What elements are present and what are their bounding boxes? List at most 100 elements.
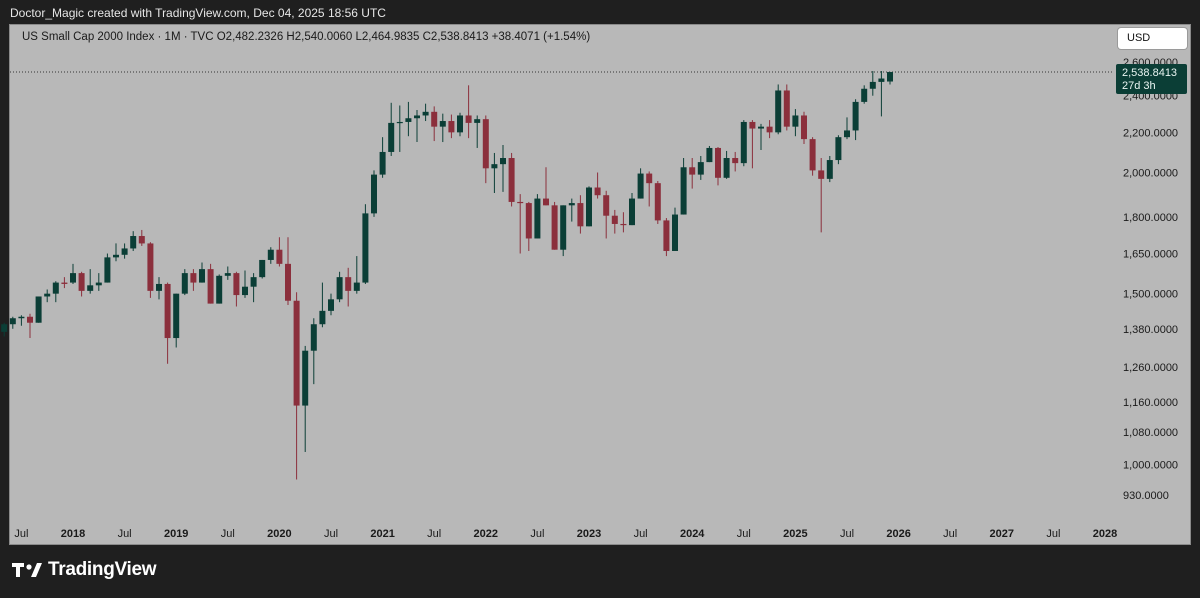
candle-body xyxy=(706,147,713,163)
candle-body xyxy=(500,158,506,165)
candle-body xyxy=(224,273,231,276)
candle-body xyxy=(138,236,145,244)
candle-down xyxy=(809,137,816,176)
time-tick-label: 2025 xyxy=(783,528,807,540)
candle-down xyxy=(482,115,489,184)
price-tick-label: 930.0000 xyxy=(1123,490,1169,502)
candle-up xyxy=(388,102,395,156)
candle-up xyxy=(835,135,842,165)
candle-up xyxy=(95,273,102,291)
candle-up xyxy=(310,318,317,385)
candle-down xyxy=(749,120,756,169)
candle-up xyxy=(758,123,764,150)
candle-body xyxy=(113,254,119,258)
candle-up xyxy=(9,316,16,329)
price-tick-label: 1,500.0000 xyxy=(1123,289,1178,301)
candle-up xyxy=(792,109,799,137)
candle-body xyxy=(869,81,876,89)
time-tick-label: 2026 xyxy=(886,528,910,540)
last-price-value: 2,538.8413 xyxy=(1122,67,1178,79)
candle-down xyxy=(285,237,291,306)
candle-body xyxy=(388,122,395,152)
candle-body xyxy=(431,111,438,127)
candle-up xyxy=(439,113,446,143)
candle-down xyxy=(448,114,455,139)
bar-countdown: 27d 3h xyxy=(1122,80,1156,92)
candle-body xyxy=(689,167,696,175)
time-axis[interactable]: Jul 2018 Jul 2019 Jul 2020 Jul 2021 Jul 2022 Jul 20… xyxy=(14,528,1117,540)
brand-footer[interactable]: TradingView xyxy=(12,559,157,581)
candle-body xyxy=(491,164,498,169)
candle-down xyxy=(611,209,618,234)
candle-up xyxy=(121,243,128,259)
candle-down xyxy=(465,85,472,139)
candle-body xyxy=(405,118,412,122)
candle-body xyxy=(302,350,309,406)
candle-up xyxy=(775,84,782,135)
candle-up xyxy=(52,281,59,303)
candle-up xyxy=(586,186,592,227)
currency-button[interactable]: USD xyxy=(1118,28,1187,49)
candle-up xyxy=(216,274,223,304)
candle-body xyxy=(156,283,162,291)
candle-body xyxy=(319,310,326,325)
candle-down xyxy=(164,282,171,364)
candle-body xyxy=(792,115,799,127)
time-tick-label: Jul xyxy=(118,528,132,540)
candle-body xyxy=(448,121,455,133)
candle-body xyxy=(852,101,859,131)
candle-body xyxy=(801,115,807,140)
price-tick-label: 1,380.0000 xyxy=(1123,324,1178,336)
candle-body xyxy=(216,275,223,304)
candle-up xyxy=(887,71,893,85)
candle-body xyxy=(835,137,842,161)
candle-body xyxy=(87,285,94,291)
candle-body xyxy=(474,119,481,123)
candle-body xyxy=(199,269,205,283)
candle-body xyxy=(164,283,171,339)
candle-down xyxy=(27,313,33,339)
candle-up xyxy=(371,170,377,217)
candle-up xyxy=(852,99,859,141)
candle-up xyxy=(130,231,137,251)
price-axis[interactable]: 930.0000 1,000.0000 1,080.0000 1,160.0000 1,… xyxy=(1123,57,1178,502)
candle-body xyxy=(465,115,472,123)
candle-body xyxy=(680,167,687,215)
candle-body xyxy=(594,187,601,196)
candle-body xyxy=(130,236,137,249)
candle-body xyxy=(285,263,291,301)
candle-down xyxy=(138,229,145,246)
candle-down xyxy=(78,271,85,297)
candle-up xyxy=(672,207,678,251)
candle-up xyxy=(319,282,326,328)
candle-body xyxy=(173,293,180,339)
candle-body xyxy=(508,158,515,202)
candle-body xyxy=(1,324,8,332)
candle-body xyxy=(396,121,403,124)
candle-down xyxy=(551,201,558,250)
candle-body xyxy=(104,257,111,283)
candle-body xyxy=(697,162,704,175)
candle-up xyxy=(422,103,429,122)
candle-body xyxy=(9,318,16,325)
candle-body xyxy=(190,273,197,283)
price-tick-label: 1,260.0000 xyxy=(1123,362,1178,374)
candle-body xyxy=(586,187,592,227)
candle-body xyxy=(878,78,885,82)
candle-up xyxy=(199,262,205,283)
candle-down xyxy=(543,167,549,206)
candle-up xyxy=(181,269,188,296)
candle-body xyxy=(861,88,868,102)
candle-down xyxy=(766,120,773,139)
candle-up xyxy=(104,253,111,283)
chart-panel[interactable] xyxy=(9,24,1191,545)
candle-up xyxy=(242,270,248,298)
candle-down xyxy=(345,267,352,307)
candle-body xyxy=(758,126,764,129)
candle-up xyxy=(491,152,498,193)
candle-body xyxy=(35,296,42,323)
candle-up xyxy=(250,273,257,303)
candle-body xyxy=(362,213,369,283)
candle-body xyxy=(61,282,68,284)
